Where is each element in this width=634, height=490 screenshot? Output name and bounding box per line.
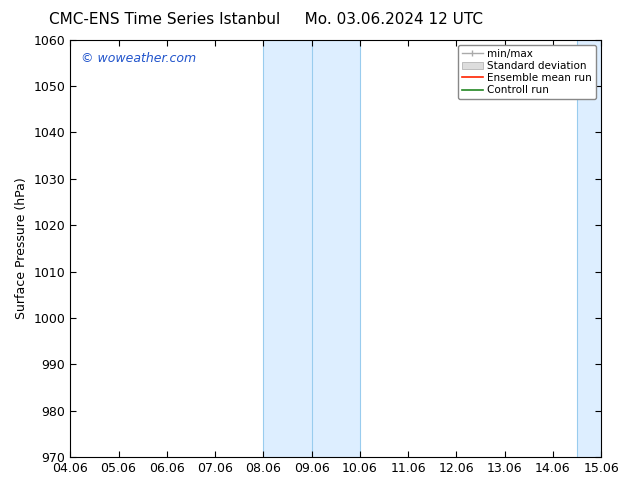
Y-axis label: Surface Pressure (hPa): Surface Pressure (hPa) — [15, 177, 28, 319]
Text: CMC-ENS Time Series Istanbul     Mo. 03.06.2024 12 UTC: CMC-ENS Time Series Istanbul Mo. 03.06.2… — [49, 12, 483, 27]
Text: © woweather.com: © woweather.com — [81, 52, 196, 65]
Legend: min/max, Standard deviation, Ensemble mean run, Controll run: min/max, Standard deviation, Ensemble me… — [458, 45, 596, 99]
Bar — [311, 40, 360, 457]
Bar — [577, 40, 601, 457]
Bar — [263, 40, 311, 457]
